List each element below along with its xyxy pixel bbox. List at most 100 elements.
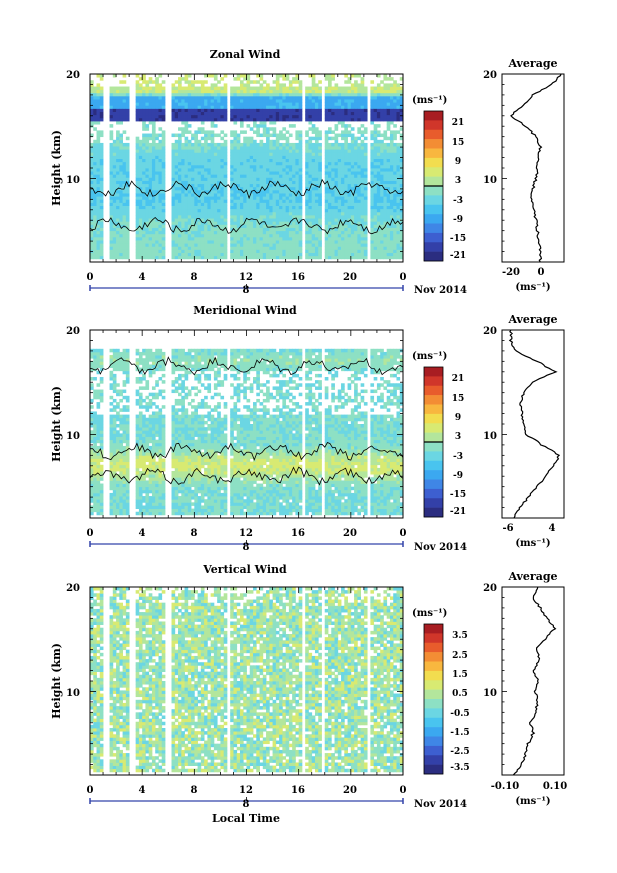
heat-cell [122,218,127,222]
heat-cell [324,74,329,78]
heat-cell [155,146,159,150]
heat-cell [341,117,345,122]
heat-cell [373,152,378,156]
heat-cell [311,99,316,103]
heat-cell [109,420,114,425]
heat-cell [155,161,159,166]
heat-cell [145,183,150,188]
heat-cell [288,208,293,213]
heat-cell [161,95,166,100]
heat-cell [331,102,335,106]
heat-cell [380,95,384,100]
heat-cell [354,149,358,153]
heat-cell [109,427,114,431]
heat-cell [138,164,143,169]
heat-cell [354,233,358,238]
heat-cell [360,180,365,185]
heat-cell [112,496,117,500]
heat-cell [389,105,394,109]
heat-cell [239,177,244,181]
heat-cell [184,189,189,194]
heat-cell [217,149,221,153]
heat-cell [187,111,192,116]
heat-cell [135,227,140,232]
heat-cell [282,142,287,147]
heat-cell [204,249,208,253]
heat-cell [386,95,391,100]
heat-cell [184,221,189,225]
heat-cell [158,199,163,203]
heat-cell [288,224,293,228]
heat-cell [393,196,397,200]
heat-cell [295,95,300,100]
heat-cell [122,161,127,166]
heat-cell [360,146,365,150]
heat-cell [181,180,185,185]
heat-cell [145,233,150,238]
heat-cell [200,121,205,125]
heat-cell [288,168,293,172]
heat-cell [288,142,293,147]
heat-cell [246,180,251,185]
heat-cell [116,205,120,210]
heat-cell [200,136,205,141]
heat-cell [109,133,114,138]
heat-cell [259,83,264,87]
heat-cell [90,189,94,194]
heat-cell [233,211,238,216]
heat-cell [181,164,185,169]
heat-cell [243,186,247,191]
heat-cell [347,202,352,206]
heat-cell [233,205,238,210]
heat-cell [331,236,335,241]
heat-cell [125,215,130,219]
heat-cell [279,255,283,260]
heat-cell [380,139,384,144]
heat-cell [109,370,114,375]
heat-cell [210,108,215,112]
heat-cell [380,240,384,244]
heat-cell [181,218,185,222]
heat-cell [288,105,293,109]
heat-cell [119,193,123,197]
heat-cell [112,389,117,394]
heat-cell [210,130,215,134]
heat-cell [119,161,123,166]
heat-cell [207,193,212,197]
heat-cell [207,186,212,191]
heat-cell [246,218,251,222]
heat-cell [194,114,198,119]
heat-cell [253,193,257,197]
heat-cell [122,211,127,216]
heat-cell [295,146,300,150]
heat-cell [376,83,381,87]
heat-cell [138,215,143,219]
heat-cell [109,158,114,163]
heat-cell [236,177,241,181]
heat-cell [279,199,283,203]
heat-cell [389,230,394,235]
heat-cell [298,193,303,197]
heat-cell [125,99,130,103]
heat-cell [253,92,257,97]
heat-cell [90,405,94,409]
heat-cell [328,189,332,194]
zonal-cbar-tick: -21 [450,251,466,261]
heat-cell [337,164,342,169]
heat-cell [99,99,104,103]
heat-cell [187,130,192,134]
heat-cell [354,240,358,244]
heat-cell [90,161,94,166]
heat-cell [184,183,189,188]
heat-cell [236,74,241,78]
heat-cell [399,227,404,232]
heat-cell [230,211,234,216]
heat-cell [236,168,241,172]
heat-cell [334,240,339,244]
heat-cell [269,155,273,159]
heat-cell [171,246,176,250]
heat-cell [285,218,290,222]
heat-cell [93,427,97,431]
heat-cell [181,183,185,188]
heat-cell [99,389,104,394]
